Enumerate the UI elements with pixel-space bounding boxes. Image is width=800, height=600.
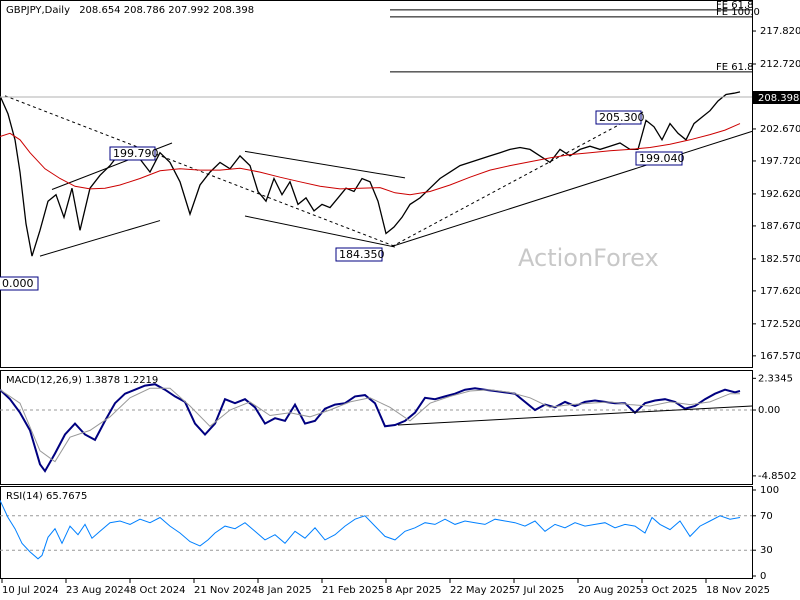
x-tick-label: 10 Jul 2024 [2, 585, 59, 596]
annotation-205300: 205.300 [595, 110, 645, 125]
svg-text:205.300: 205.300 [599, 111, 645, 124]
price-pane-frame [0, 0, 753, 368]
left-lower-channel [39, 220, 161, 257]
price-pane-header: GBPJPY,Daily 208.654 208.786 207.992 208… [6, 5, 254, 16]
macd-pane-frame [0, 370, 753, 485]
macd-series-group [0, 383, 753, 473]
fib-level-label: FE 100.0 [716, 7, 760, 18]
price-y-tick-label: 197.720 [760, 156, 800, 167]
rsi-series-group [0, 500, 752, 560]
svg-text:0.000: 0.000 [2, 277, 34, 290]
fib-levels-group: FE 61.8FE 100.0FE 61.8 [716, 0, 760, 73]
rsi-pane-header: RSI(14) 65.7675 [6, 491, 87, 502]
svg-text:184.350: 184.350 [339, 248, 385, 261]
ohlc-values: 208.654 208.786 207.992 208.398 [79, 5, 254, 16]
watermark-text: ActionForex [518, 244, 659, 272]
x-tick-label: 8 Jan 2025 [258, 585, 312, 596]
price-series-group [0, 91, 741, 257]
macd-signal-line [0, 387, 740, 463]
svg-text:208.398: 208.398 [758, 93, 799, 104]
rsi-pane-frame [0, 486, 753, 579]
macd-y-tick-label: 2.3345 [758, 373, 793, 384]
macd-pane-header: MACD(12,26,9) 1.3878 1.2219 [6, 375, 158, 386]
rsi-y-tick-label: 100 [760, 485, 779, 496]
fib-level-label: FE 61.8 [716, 62, 754, 73]
annotation-184350: 184.350 [335, 247, 385, 262]
rsi-y-tick-label: 0 [760, 571, 766, 582]
macd-y-axis: 2.3345 0.00 -4.8502 [752, 373, 797, 482]
svg-text:199.790: 199.790 [113, 147, 159, 160]
current-price-tag: 208.398 [753, 91, 800, 104]
ma-series-line [0, 123, 741, 196]
x-tick-label: 21 Nov 2024 [194, 585, 258, 596]
dashed-fe-projection [391, 111, 644, 247]
x-tick-label: 20 Aug 2025 [578, 585, 642, 596]
x-tick-label: 22 May 2025 [450, 585, 515, 596]
svg-text:199.040: 199.040 [639, 152, 685, 165]
rsi-y-axis: 100 70 30 0 [752, 485, 779, 582]
left-dashed-resistance [4, 95, 396, 247]
price-y-tick-label: 182.570 [760, 254, 800, 265]
price-y-tick-label: 202.670 [760, 124, 800, 135]
price-y-tick-label: 192.620 [760, 189, 800, 200]
macd-macd-line [0, 383, 741, 473]
rsi-y-tick-label: 30 [760, 545, 773, 556]
middle-upper-channel [244, 150, 406, 179]
annotation-199790: 199.790 [109, 146, 159, 161]
x-tick-label: 23 Aug 2024 [66, 585, 130, 596]
macd-y-tick-label: -4.8502 [758, 471, 797, 482]
price-y-tick-label: 217.820 [760, 26, 800, 37]
rsi-y-tick-label: 70 [760, 511, 773, 522]
symbol-title: GBPJPY,Daily [6, 5, 70, 16]
x-tick-label: 8 Apr 2025 [386, 585, 441, 596]
price-y-tick-label: 177.620 [760, 286, 800, 297]
x-tick-label: 3 Oct 2025 [642, 585, 697, 596]
annotation-199040: 199.040 [635, 151, 685, 166]
price-y-axis: 217.820212.720207.820202.670197.720192.6… [752, 26, 800, 362]
annotation-low-value: 0.000 [0, 276, 39, 291]
rsi-line [0, 500, 741, 560]
macd-support-line [397, 405, 753, 426]
middle-lower-channel [244, 215, 396, 248]
time-x-axis: 10 Jul 2024 23 Aug 2024 8 Oct 2024 21 Nov 2… [1, 578, 770, 596]
main-uptrend [391, 130, 753, 247]
price-y-tick-label: 212.720 [760, 59, 800, 70]
x-tick-label: 7 Jul 2025 [514, 585, 564, 596]
macd-y-tick-label: 0.00 [758, 405, 780, 416]
fib-level-label: FE 61.8 [716, 0, 754, 11]
x-tick-label: 18 Nov 2025 [706, 585, 770, 596]
price-y-tick-label: 167.570 [760, 351, 800, 362]
x-tick-label: 8 Oct 2024 [130, 585, 185, 596]
x-tick-label: 21 Feb 2025 [322, 585, 384, 596]
price-trendlines-group [4, 9, 753, 257]
price-y-tick-label: 172.520 [760, 319, 800, 330]
price-y-tick-label: 187.670 [760, 221, 800, 232]
